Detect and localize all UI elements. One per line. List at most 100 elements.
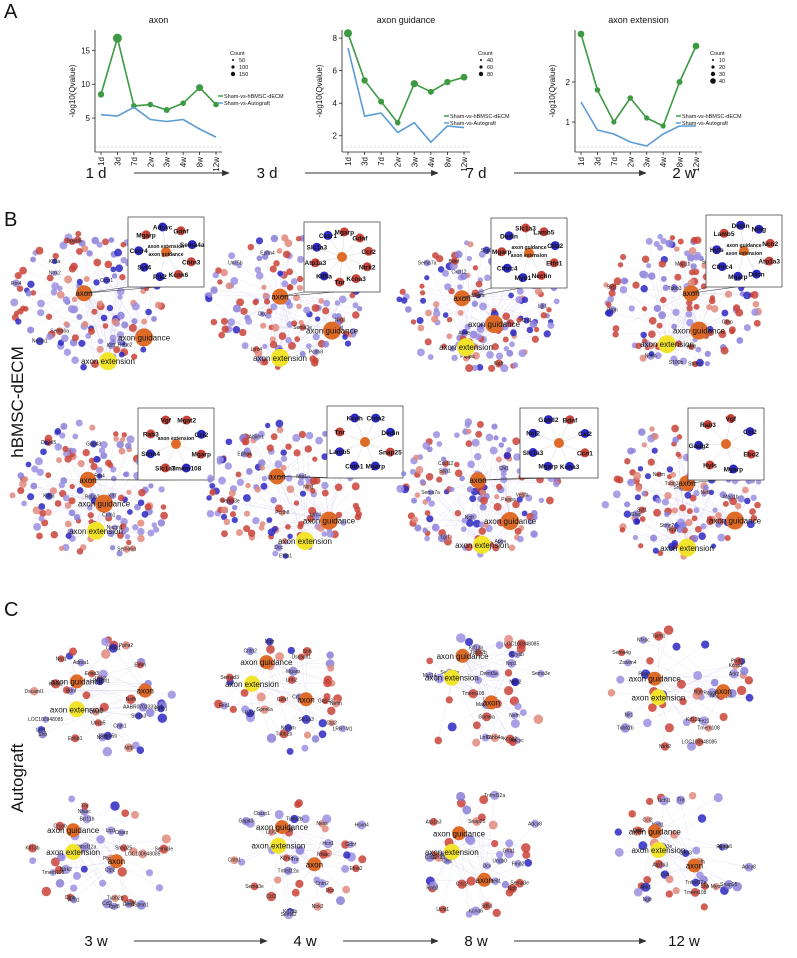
network-node xyxy=(503,346,510,352)
zoom-node xyxy=(504,231,514,241)
network-node xyxy=(318,730,327,739)
network-edge xyxy=(76,706,143,710)
gene-label: Vegfa xyxy=(472,293,485,299)
network-node xyxy=(56,457,62,464)
network-node xyxy=(439,905,447,914)
network-node xyxy=(54,500,62,507)
network-node xyxy=(446,534,453,541)
y-tick-label: 1 xyxy=(566,118,571,127)
network-node xyxy=(102,238,109,246)
network-edge xyxy=(304,467,353,542)
hub-label: axon xyxy=(678,479,695,488)
gene-label: Cntn2 xyxy=(244,649,258,655)
network-node xyxy=(106,304,114,312)
network-node xyxy=(285,474,293,482)
network-node xyxy=(252,517,260,525)
network-node xyxy=(30,256,37,263)
network-edge xyxy=(59,830,74,884)
network-node xyxy=(42,716,50,723)
network-edge xyxy=(251,683,332,724)
network-node xyxy=(293,500,300,506)
network-node xyxy=(625,710,633,719)
network-node xyxy=(664,723,674,733)
network-node xyxy=(456,269,462,275)
network-node xyxy=(270,496,277,504)
gene-label: Ntrk2 xyxy=(659,744,671,750)
network-node xyxy=(54,443,63,451)
network-node xyxy=(608,289,616,297)
gene-label: LOC100948085 xyxy=(504,642,540,648)
network-node xyxy=(504,669,513,677)
gene-label: Efna2 xyxy=(349,866,362,872)
network-node xyxy=(285,336,292,344)
network-node xyxy=(241,437,250,446)
network-edge xyxy=(229,677,307,700)
zoom-node xyxy=(746,449,756,459)
network-node xyxy=(476,364,484,371)
zoom-hub-label: axon extension xyxy=(158,436,194,442)
network-edge xyxy=(654,630,669,679)
network-node xyxy=(62,543,70,552)
network-node xyxy=(279,729,289,739)
network-node xyxy=(641,271,649,279)
count-legend-dot xyxy=(478,71,484,77)
network-node xyxy=(89,424,96,431)
network-node xyxy=(671,424,679,433)
network-node xyxy=(90,440,98,448)
network-node xyxy=(352,311,360,319)
network-node xyxy=(286,747,294,755)
network-node xyxy=(661,498,670,506)
network-node xyxy=(98,447,106,454)
gene-label: Nexs xyxy=(316,821,328,827)
network-edge xyxy=(481,817,485,880)
network-node xyxy=(87,505,93,511)
network-node xyxy=(224,462,232,470)
network-node xyxy=(668,526,677,534)
zoom-node xyxy=(736,220,746,230)
network-node xyxy=(312,333,320,341)
network-node xyxy=(230,856,239,865)
network-node xyxy=(462,329,468,335)
zoom-node xyxy=(161,415,171,425)
network-node xyxy=(113,346,121,354)
network-node xyxy=(138,849,148,859)
network-node xyxy=(413,454,420,461)
y-axis-label: -log10(Qvalue) xyxy=(315,64,324,117)
network-node xyxy=(277,270,284,277)
network-node xyxy=(262,343,268,350)
hub-label: axon guidance xyxy=(240,658,293,667)
network-node xyxy=(605,301,612,308)
network-node xyxy=(495,352,504,360)
network-node xyxy=(310,359,319,367)
network-node xyxy=(442,269,449,277)
gene-label: Lrrk2 xyxy=(95,676,107,682)
gene-label: Cxcl12 xyxy=(451,270,467,276)
network-node xyxy=(449,345,456,352)
network-node xyxy=(699,716,709,726)
network-node xyxy=(437,266,445,273)
network-node xyxy=(508,650,516,658)
network-node xyxy=(304,445,312,453)
gene-label: Kif5a xyxy=(49,259,61,265)
gene-label: Tubb3 xyxy=(665,481,679,487)
network-node xyxy=(93,279,100,286)
network-node xyxy=(425,496,432,502)
network-node xyxy=(628,810,636,818)
network-node xyxy=(90,462,98,471)
zoom-node xyxy=(146,429,156,439)
network-node xyxy=(259,465,265,471)
network-node xyxy=(638,428,646,436)
count-legend-value: 20 xyxy=(719,65,725,71)
gene-label: Nefl xyxy=(687,344,696,350)
network-edge xyxy=(419,469,483,545)
zoom-node xyxy=(745,427,755,437)
network-node xyxy=(495,641,504,649)
network-node xyxy=(120,256,128,264)
network-node xyxy=(266,733,277,743)
network-node xyxy=(504,495,513,504)
gene-label: Tnr xyxy=(291,857,299,863)
network-node xyxy=(322,340,330,348)
network-node xyxy=(58,545,65,552)
network-edge xyxy=(458,833,488,906)
count-legend-dot xyxy=(480,59,482,61)
